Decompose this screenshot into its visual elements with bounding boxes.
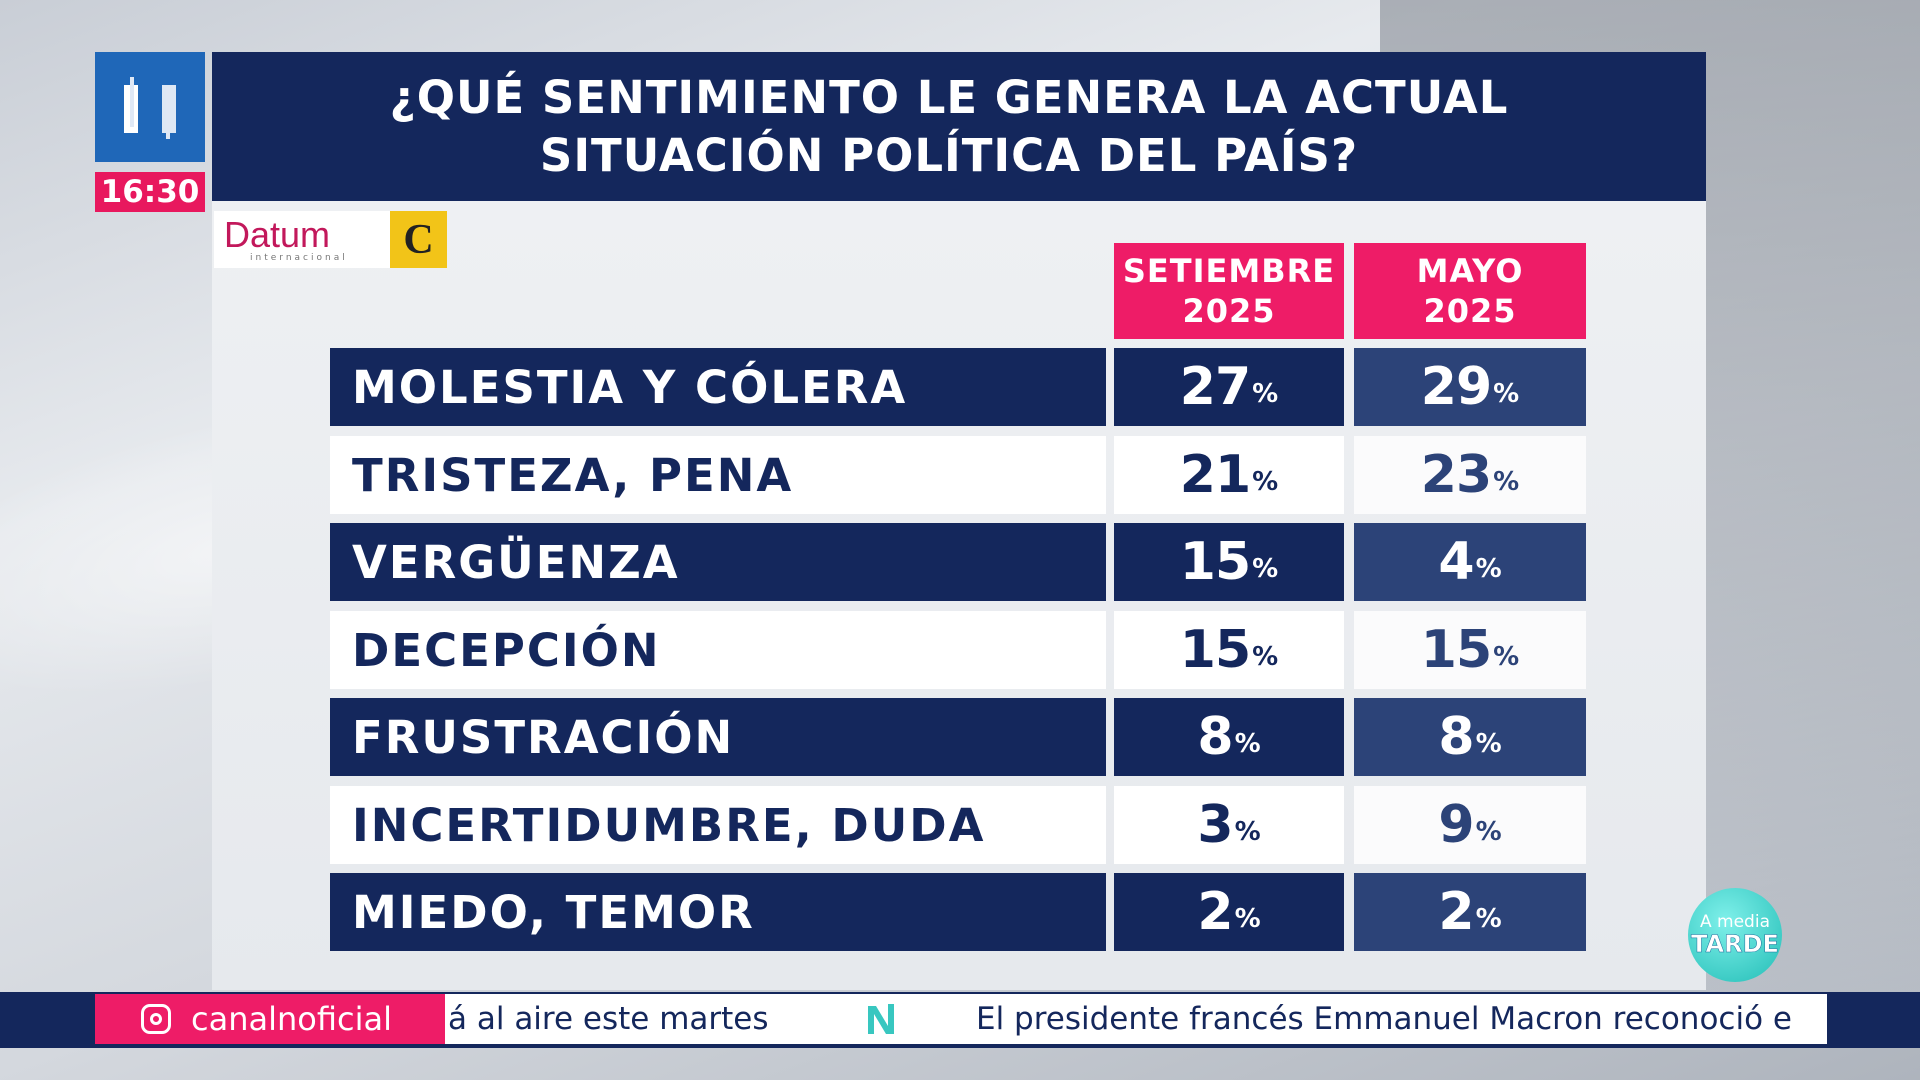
value-cell-mayo: 15% — [1354, 611, 1586, 689]
row-label: FRUSTRACIÓN — [330, 698, 1106, 776]
value-unit: % — [1252, 642, 1279, 672]
value-unit: % — [1234, 817, 1261, 847]
value-number: 9 — [1438, 795, 1474, 855]
ticker-separator-icon — [868, 1004, 894, 1034]
value-number: 29 — [1420, 357, 1492, 417]
social-handle-text: canalnoficial — [191, 1000, 392, 1038]
column-header-mayo: MAYO 2025 — [1354, 243, 1586, 339]
value-unit: % — [1252, 467, 1279, 497]
clock: 16:30 — [95, 172, 205, 212]
channel-logo — [95, 52, 205, 162]
ticker-text-right: El presidente francés Emmanuel Macron re… — [976, 1001, 1792, 1037]
title-bar: ¿QUÉ SENTIMIENTO LE GENERA LA ACTUAL SIT… — [212, 52, 1706, 201]
column-header-line2: 2025 — [1182, 292, 1276, 330]
value-unit: % — [1475, 904, 1502, 934]
table-row: VERGÜENZA 15% 4% — [330, 523, 1586, 601]
table-row: DECEPCIÓN 15% 15% — [330, 611, 1586, 689]
value-number: 15 — [1179, 532, 1251, 592]
column-header-line1: MAYO — [1416, 252, 1524, 290]
value-unit: % — [1475, 817, 1502, 847]
instagram-icon — [141, 1004, 171, 1034]
value-number: 15 — [1420, 620, 1492, 680]
show-logo: A media TARDE — [1688, 888, 1782, 982]
value-cell-setiembre: 3% — [1114, 786, 1344, 864]
datum-logo: Datum internacional — [214, 211, 390, 268]
datum-subtitle: internacional — [250, 252, 348, 263]
row-label: VERGÜENZA — [330, 523, 1106, 601]
value-number: 23 — [1420, 445, 1492, 505]
value-cell-setiembre: 2% — [1114, 873, 1344, 951]
row-label: INCERTIDUMBRE, DUDA — [330, 786, 1106, 864]
channel-n-icon — [124, 77, 176, 139]
value-cell-setiembre: 8% — [1114, 698, 1344, 776]
row-label: MOLESTIA Y CÓLERA — [330, 348, 1106, 426]
value-cell-mayo: 2% — [1354, 873, 1586, 951]
column-header-line1: SETIEMBRE — [1122, 252, 1336, 290]
value-number: 2 — [1197, 882, 1233, 942]
value-unit: % — [1252, 379, 1279, 409]
value-cell-setiembre: 15% — [1114, 611, 1344, 689]
value-cell-mayo: 23% — [1354, 436, 1586, 514]
social-handle: canalnoficial — [95, 994, 445, 1044]
value-cell-setiembre: 21% — [1114, 436, 1344, 514]
row-label: MIEDO, TEMOR — [330, 873, 1106, 951]
value-cell-mayo: 9% — [1354, 786, 1586, 864]
newspaper-logo: C — [390, 211, 447, 268]
ticker-text-left: á al aire este martes — [448, 1001, 769, 1037]
value-number: 27 — [1179, 357, 1251, 417]
value-unit: % — [1234, 729, 1261, 759]
table-row: TRISTEZA, PENA 21% 23% — [330, 436, 1586, 514]
column-header-line2: 2025 — [1423, 292, 1517, 330]
value-number: 15 — [1179, 620, 1251, 680]
table-row: FRUSTRACIÓN 8% 8% — [330, 698, 1586, 776]
value-number: 8 — [1438, 707, 1474, 767]
value-unit: % — [1252, 554, 1279, 584]
value-cell-mayo: 4% — [1354, 523, 1586, 601]
column-header-setiembre: SETIEMBRE 2025 — [1114, 243, 1344, 339]
value-number: 2 — [1438, 882, 1474, 942]
sources-logos: Datum internacional C — [214, 211, 449, 268]
show-logo-line1: A media — [1700, 912, 1770, 932]
value-number: 3 — [1197, 795, 1233, 855]
row-label: TRISTEZA, PENA — [330, 436, 1106, 514]
value-number: 8 — [1197, 707, 1233, 767]
value-cell-mayo: 29% — [1354, 348, 1586, 426]
value-unit: % — [1493, 379, 1520, 409]
value-number: 4 — [1438, 532, 1474, 592]
table-row: INCERTIDUMBRE, DUDA 3% 9% — [330, 786, 1586, 864]
value-unit: % — [1493, 467, 1520, 497]
value-unit: % — [1475, 554, 1502, 584]
datum-name: Datum — [224, 213, 331, 255]
show-logo-line2: TARDE — [1691, 930, 1779, 958]
row-label: DECEPCIÓN — [330, 611, 1106, 689]
value-cell-setiembre: 15% — [1114, 523, 1344, 601]
table-row: MIEDO, TEMOR 2% 2% — [330, 873, 1586, 951]
value-unit: % — [1475, 729, 1502, 759]
chart-title: ¿QUÉ SENTIMIENTO LE GENERA LA ACTUAL SIT… — [389, 70, 1509, 182]
table-row: MOLESTIA Y CÓLERA 27% 29% — [330, 348, 1586, 426]
value-cell-setiembre: 27% — [1114, 348, 1344, 426]
value-unit: % — [1493, 642, 1520, 672]
value-cell-mayo: 8% — [1354, 698, 1586, 776]
value-unit: % — [1234, 904, 1261, 934]
value-number: 21 — [1179, 445, 1251, 505]
